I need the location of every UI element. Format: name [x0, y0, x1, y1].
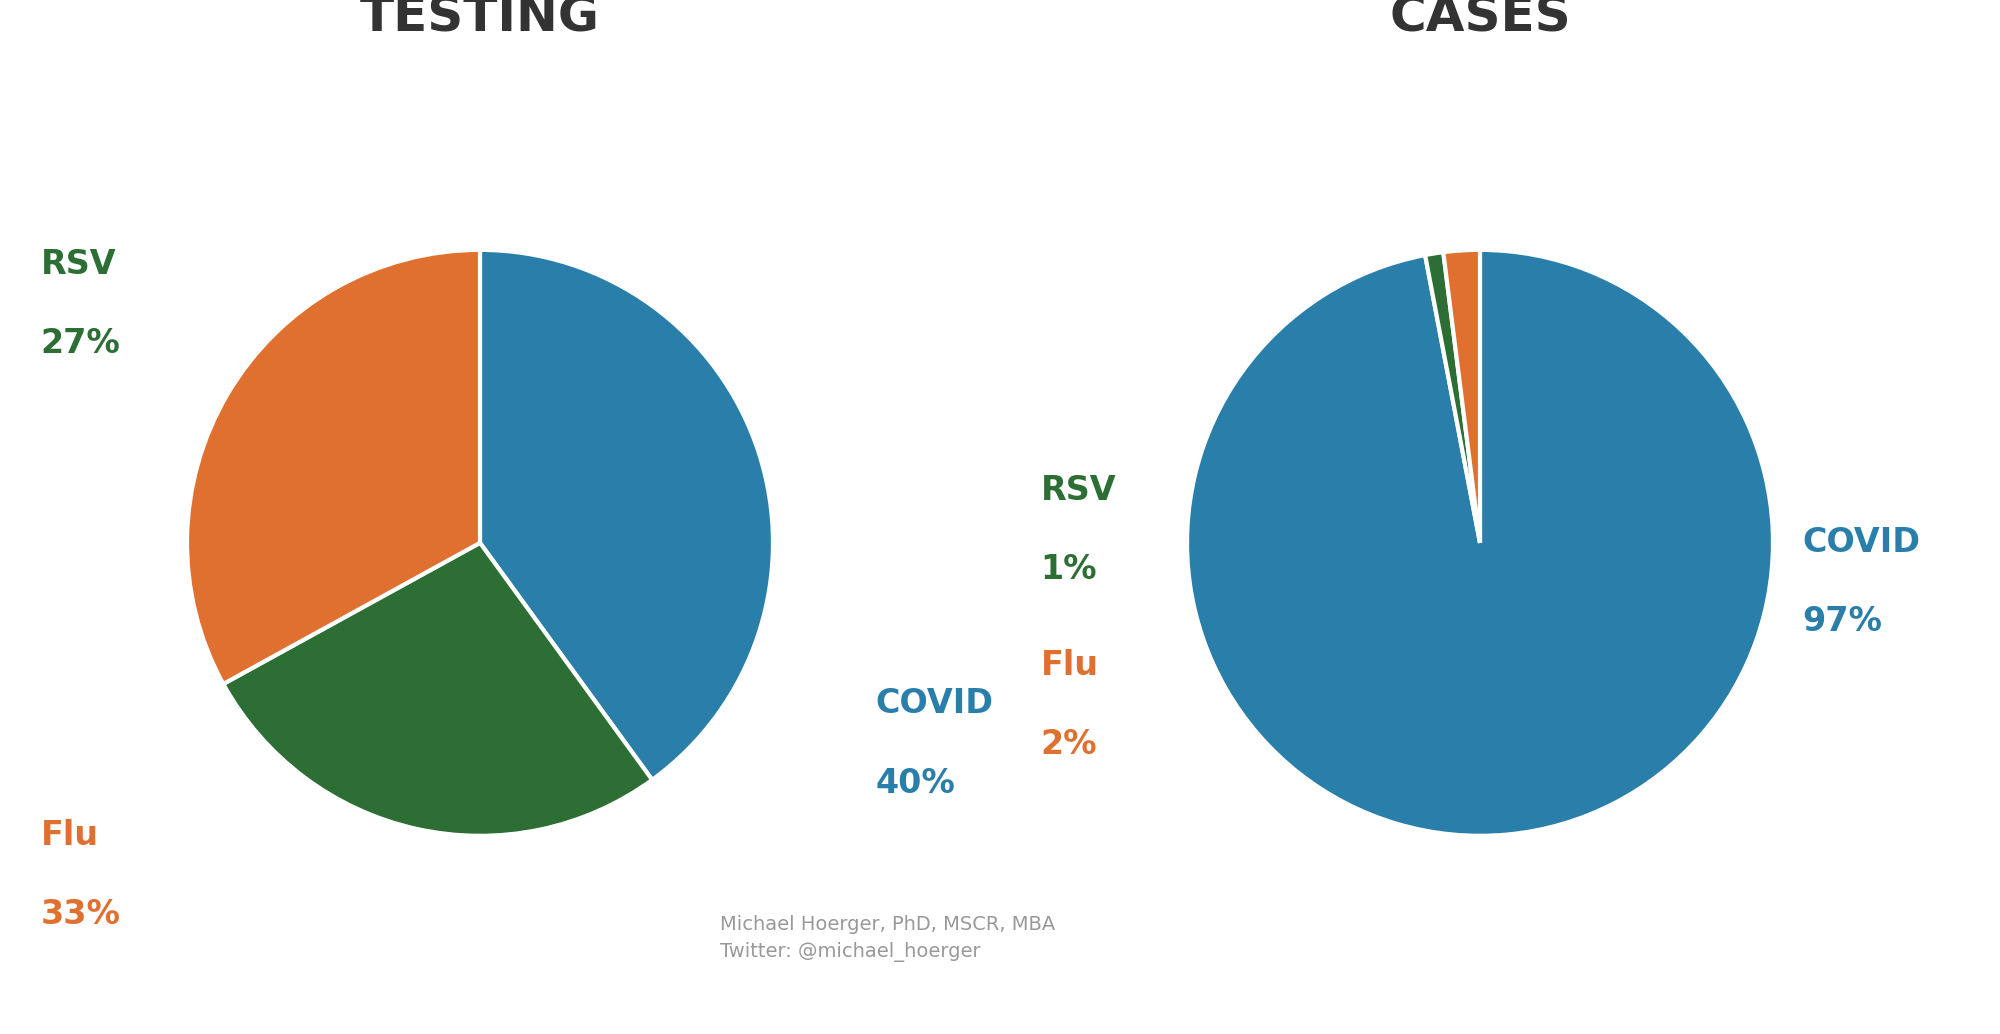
Wedge shape — [480, 250, 772, 780]
Text: Michael Hoerger, PhD, MSCR, MBA
Twitter: @michael_hoerger: Michael Hoerger, PhD, MSCR, MBA Twitter:… — [720, 915, 1056, 962]
Text: COVID: COVID — [876, 688, 994, 721]
Text: Flu: Flu — [40, 819, 98, 852]
Wedge shape — [188, 250, 480, 683]
Wedge shape — [1188, 250, 1772, 835]
Text: 97%: 97% — [1802, 606, 1882, 638]
Text: COVID: COVID — [1802, 526, 1920, 559]
Text: 2%: 2% — [1040, 729, 1098, 761]
Text: 27%: 27% — [40, 327, 120, 360]
Title: CASES: CASES — [1390, 0, 1570, 41]
Text: 40%: 40% — [876, 766, 956, 799]
Text: 1%: 1% — [1040, 553, 1098, 585]
Text: RSV: RSV — [1040, 474, 1116, 507]
Text: Flu: Flu — [1040, 649, 1098, 682]
Title: TESTING: TESTING — [360, 0, 600, 41]
Wedge shape — [224, 543, 652, 835]
Text: 33%: 33% — [40, 899, 120, 932]
Text: RSV: RSV — [40, 248, 116, 281]
Wedge shape — [1426, 252, 1480, 543]
Wedge shape — [1444, 250, 1480, 543]
